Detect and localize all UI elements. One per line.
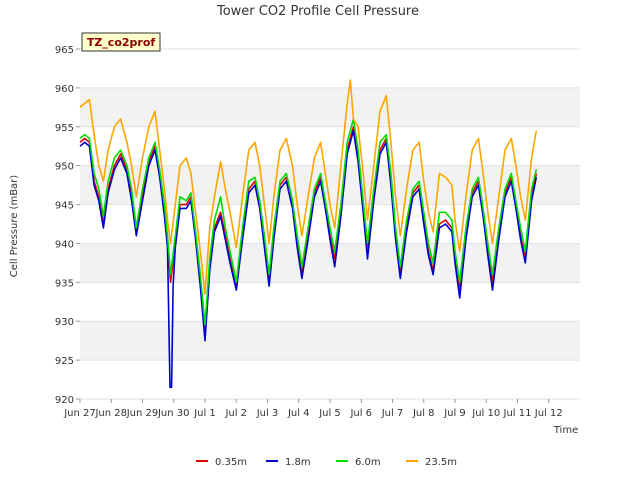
- y-tick-label: 965: [55, 45, 74, 56]
- x-tick-label: Jul 3: [256, 408, 279, 419]
- x-tick-label: Jul 8: [412, 408, 435, 419]
- legend-label: 1.8m: [285, 457, 311, 468]
- y-tick-label: 940: [55, 239, 74, 250]
- grid-band: [80, 126, 580, 166]
- x-tick-label: Jul 5: [318, 408, 341, 419]
- grid-band: [80, 87, 580, 127]
- y-tick-label: 930: [55, 317, 74, 328]
- x-tick-label: Jul 6: [349, 408, 372, 419]
- legend: 0.35m 1.8m 6.0m 23.5m: [196, 457, 457, 468]
- x-tick-label: Jun 28: [94, 408, 127, 419]
- x-tick-label: Jun 27: [63, 408, 96, 419]
- grid-band: [80, 360, 580, 399]
- legend-label: 0.35m: [215, 457, 247, 468]
- site-tag: TZ_co2prof: [81, 32, 161, 52]
- x-axis: Jun 27 Jun 28 Jun 29 Jun 30 Jul 1 Jul 2 Jul 3 J…: [63, 399, 563, 419]
- grid-band: [80, 282, 580, 322]
- series-line-23-5m: [79, 79, 538, 295]
- x-tick-label: Jul 11: [503, 408, 532, 419]
- series-line-6-0m: [79, 118, 538, 326]
- series-line-1-8m: [79, 129, 538, 389]
- y-tick-label: 925: [55, 356, 74, 367]
- y-tick-label: 935: [55, 278, 74, 289]
- y-axis: 920 925 930 935 940 945 950 955 960 965: [55, 45, 80, 406]
- grid-band: [80, 243, 580, 283]
- site-tag-label: TZ_co2prof: [87, 36, 156, 49]
- x-tick-label: Jul 9: [443, 408, 466, 419]
- grid-band: [80, 49, 580, 88]
- x-axis-label: Time: [553, 425, 578, 436]
- x-tick-label: Jul 10: [471, 408, 500, 419]
- x-tick-label: Jul 4: [287, 408, 310, 419]
- x-tick-label: Jul 12: [534, 408, 563, 419]
- y-tick-label: 960: [55, 84, 74, 95]
- legend-label: 6.0m: [355, 457, 381, 468]
- x-tick-label: Jun 29: [126, 408, 159, 419]
- site-tag-box: [81, 32, 161, 52]
- legend-label: 23.5m: [425, 457, 457, 468]
- x-tick-label: Jul 7: [381, 408, 404, 419]
- y-tick-label: 945: [55, 201, 74, 212]
- x-tick-label: Jul 1: [193, 408, 216, 419]
- chart-title: Tower CO2 Profile Cell Pressure: [216, 4, 419, 19]
- x-tick-label: Jul 2: [224, 408, 247, 419]
- y-tick-label: 950: [55, 162, 74, 173]
- grid-band: [80, 321, 580, 361]
- series-lines: [79, 79, 538, 389]
- x-tick-label: Jun 30: [157, 408, 190, 419]
- y-tick-label: 920: [55, 395, 74, 406]
- y-tick-label: 955: [55, 123, 74, 134]
- y-axis-label: Cell Pressure (mBar): [9, 175, 20, 277]
